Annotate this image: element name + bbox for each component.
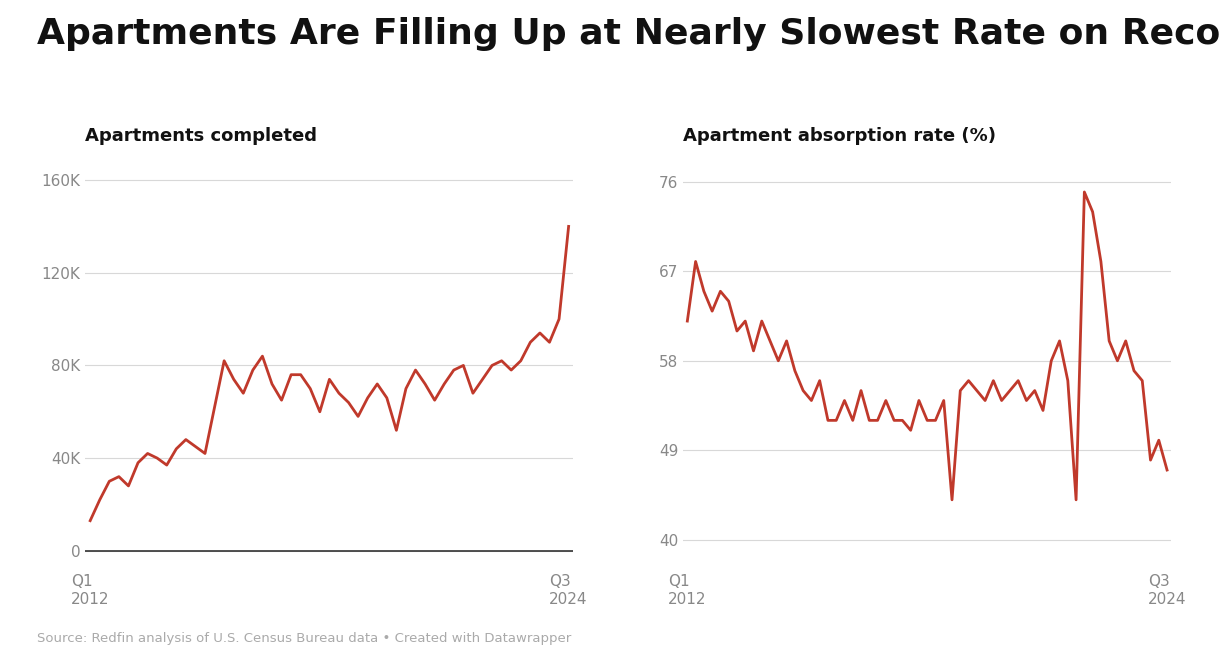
Text: Apartments completed: Apartments completed: [85, 127, 317, 145]
Text: Source: Redfin analysis of U.S. Census Bureau data • Created with Datawrapper: Source: Redfin analysis of U.S. Census B…: [37, 632, 571, 645]
Text: Apartment absorption rate (%): Apartment absorption rate (%): [683, 127, 997, 145]
Text: Apartments Are Filling Up at Nearly Slowest Rate on Record: Apartments Are Filling Up at Nearly Slow…: [37, 17, 1220, 50]
